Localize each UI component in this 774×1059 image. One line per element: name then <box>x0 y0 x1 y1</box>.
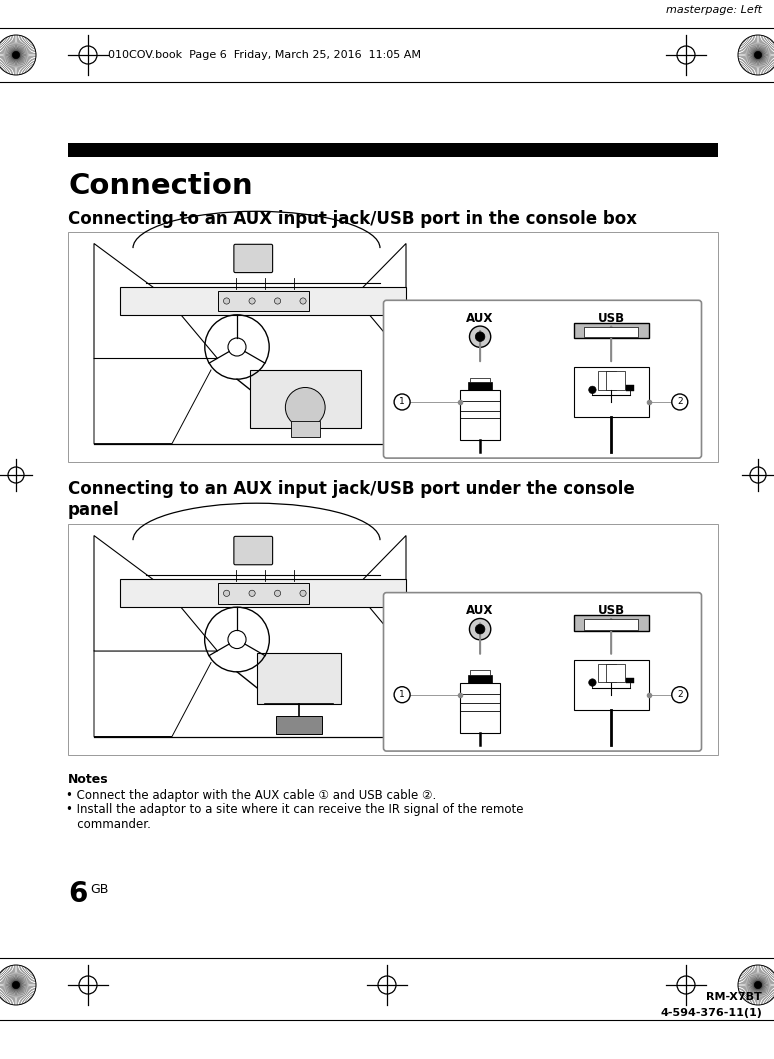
Circle shape <box>249 590 255 596</box>
Bar <box>470 670 490 675</box>
Circle shape <box>275 298 281 304</box>
Bar <box>68 143 718 157</box>
Bar <box>584 620 638 630</box>
Text: 2: 2 <box>677 397 683 407</box>
Bar <box>598 664 616 682</box>
Bar <box>68 232 718 462</box>
Text: • Install the adaptor to a site where it can receive the IR signal of the remote: • Install the adaptor to a site where it… <box>66 803 523 831</box>
Text: GB: GB <box>90 883 108 896</box>
FancyBboxPatch shape <box>383 593 701 751</box>
Circle shape <box>589 679 596 686</box>
Circle shape <box>224 298 230 304</box>
Circle shape <box>755 982 762 989</box>
Circle shape <box>469 618 491 640</box>
Circle shape <box>755 52 762 58</box>
Bar <box>276 716 321 734</box>
Circle shape <box>470 326 491 347</box>
Text: masterpage: Left: masterpage: Left <box>666 5 762 15</box>
Bar <box>120 579 406 607</box>
Bar <box>626 678 634 683</box>
Text: 6: 6 <box>68 880 87 908</box>
Text: 010COV.book  Page 6  Friday, March 25, 2016  11:05 AM: 010COV.book Page 6 Friday, March 25, 201… <box>108 50 421 60</box>
Text: Connection: Connection <box>68 172 252 200</box>
Circle shape <box>394 394 410 410</box>
Text: Notes: Notes <box>68 773 108 786</box>
Polygon shape <box>354 244 406 359</box>
Circle shape <box>12 52 19 58</box>
Bar <box>120 287 406 315</box>
Bar <box>574 323 649 338</box>
Circle shape <box>286 388 325 427</box>
Text: Connecting to an AUX input jack/USB port under the console
panel: Connecting to an AUX input jack/USB port… <box>68 480 635 519</box>
Text: 4-594-376-11(1): 4-594-376-11(1) <box>660 1008 762 1018</box>
Text: Connecting to an AUX input jack/USB port in the console box: Connecting to an AUX input jack/USB port… <box>68 210 637 228</box>
Polygon shape <box>94 244 217 359</box>
Bar <box>574 615 649 631</box>
Circle shape <box>475 331 485 341</box>
Bar <box>460 390 500 439</box>
Circle shape <box>12 982 19 989</box>
Bar <box>290 420 320 436</box>
Text: 1: 1 <box>399 397 405 407</box>
Bar <box>626 385 634 391</box>
Circle shape <box>249 298 255 304</box>
Polygon shape <box>354 536 406 651</box>
FancyBboxPatch shape <box>383 301 701 459</box>
Bar <box>217 582 309 604</box>
Bar <box>250 370 361 428</box>
Bar <box>470 378 490 382</box>
Bar <box>584 327 638 338</box>
Text: • Connect the adaptor with the AUX cable ① and USB cable ②.: • Connect the adaptor with the AUX cable… <box>66 789 437 802</box>
Bar <box>256 653 341 704</box>
Text: AUX: AUX <box>467 605 494 617</box>
FancyBboxPatch shape <box>234 536 272 564</box>
Circle shape <box>475 625 485 634</box>
Circle shape <box>672 686 688 703</box>
Circle shape <box>300 590 307 596</box>
Bar <box>468 382 492 390</box>
Text: 1: 1 <box>399 690 405 699</box>
Circle shape <box>394 686 410 703</box>
Bar <box>460 682 500 733</box>
Polygon shape <box>94 536 217 651</box>
Circle shape <box>300 298 307 304</box>
Bar <box>574 367 649 417</box>
Bar <box>606 664 625 682</box>
Circle shape <box>672 394 688 410</box>
Circle shape <box>224 590 230 596</box>
Bar <box>217 290 309 311</box>
Circle shape <box>589 387 596 394</box>
Bar <box>468 675 492 682</box>
Text: 2: 2 <box>677 690 683 699</box>
Bar <box>68 524 718 755</box>
Text: AUX: AUX <box>467 312 494 325</box>
Bar <box>598 371 616 390</box>
Bar <box>606 371 625 390</box>
Circle shape <box>275 590 281 596</box>
Text: USB: USB <box>598 312 625 325</box>
Text: RM-X7BT: RM-X7BT <box>706 992 762 1002</box>
Bar <box>574 660 649 710</box>
FancyBboxPatch shape <box>234 245 272 272</box>
Text: USB: USB <box>598 605 625 617</box>
